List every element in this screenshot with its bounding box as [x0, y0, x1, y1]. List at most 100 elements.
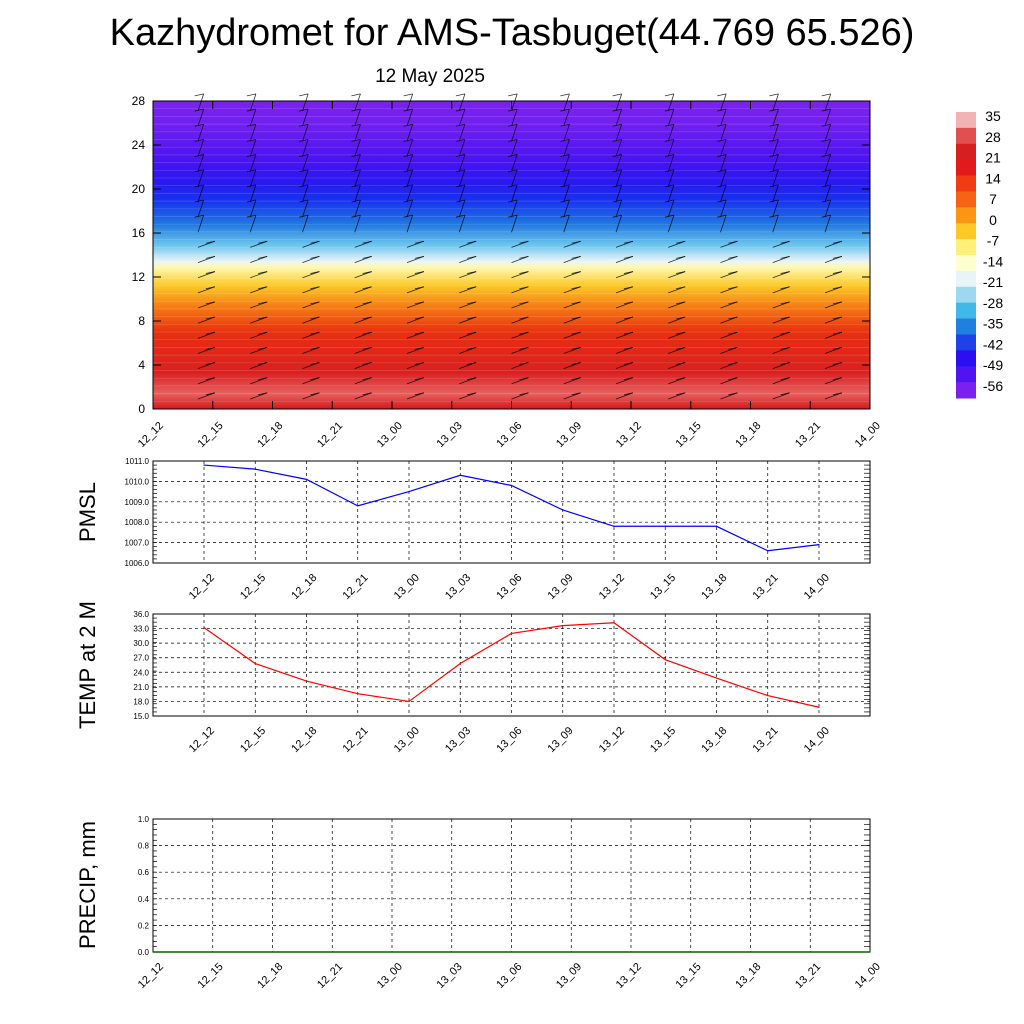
wind-barb-flag — [623, 271, 633, 274]
wind-barb-flag — [612, 123, 622, 127]
wind-barb-flag — [362, 286, 372, 290]
wind-barb-flag — [664, 108, 675, 112]
wind-barb-flag — [403, 169, 413, 173]
wind-barb-flag — [571, 392, 581, 396]
wind-barb-flag — [780, 392, 790, 396]
wind-barb-flag — [664, 139, 675, 142]
wind-barb-flag — [780, 331, 790, 335]
wind-barb-flag — [728, 316, 738, 320]
wind-barb — [824, 139, 832, 157]
wind-barb — [667, 184, 675, 203]
wind-barb-flag — [205, 271, 215, 274]
series-point — [613, 525, 615, 527]
wind-barb-flag — [414, 346, 424, 350]
x-tick-label: 12_18 — [289, 572, 319, 602]
wind-barb-flag — [258, 301, 268, 305]
wind-barb-flag — [519, 316, 529, 320]
wind-barb — [354, 154, 361, 172]
wind-barb-flag — [676, 362, 686, 365]
wind-barb — [615, 199, 623, 218]
wind-barb-flag — [351, 154, 361, 157]
series-point — [254, 662, 256, 665]
wind-barb-flag — [519, 377, 529, 381]
wind-barb — [302, 108, 309, 127]
wind-barb — [772, 169, 779, 187]
wind-barb-flag — [780, 271, 790, 274]
wind-barb-flag — [258, 316, 268, 320]
wind-barb-flag — [769, 184, 779, 188]
wind-barb-flag — [351, 93, 361, 97]
wind-barb-flag — [403, 123, 413, 127]
wind-barb-flag — [676, 392, 686, 396]
wind-barb — [197, 139, 205, 157]
series-point — [357, 693, 359, 695]
wind-barb-flag — [571, 377, 581, 381]
wind-barb-flag — [571, 331, 581, 335]
wind-barb — [458, 199, 466, 218]
wind-barb-flag — [612, 139, 622, 142]
wind-barb-flag — [623, 256, 633, 259]
wind-barb-flag — [414, 271, 424, 274]
wind-barb-flag — [351, 169, 361, 173]
y-axis-label: PMSL — [75, 482, 100, 542]
series-point — [510, 632, 513, 635]
wind-barb — [720, 154, 727, 172]
series-point — [562, 625, 564, 627]
wind-barb-flag — [205, 316, 215, 320]
wind-barb-flag — [780, 256, 790, 259]
wind-barb-flag — [780, 301, 790, 305]
wind-barb — [615, 215, 623, 233]
wind-barb — [824, 184, 832, 203]
wind-barb — [458, 139, 466, 157]
series-point — [391, 951, 393, 953]
wind-barb — [197, 215, 205, 233]
wind-barb — [615, 124, 623, 142]
wind-barb-flag — [676, 240, 686, 244]
wind-barb-flag — [205, 362, 215, 365]
wind-barb — [249, 124, 257, 142]
wind-barb — [249, 199, 257, 218]
y-tick-label: 30.0 — [133, 639, 149, 648]
wind-barb-flag — [299, 93, 309, 97]
series-point — [767, 550, 769, 552]
wind-barb-flag — [728, 286, 738, 290]
wind-barb — [667, 124, 675, 142]
y-tick-label: 0.8 — [138, 842, 150, 851]
wind-barb-flag — [310, 240, 320, 244]
heatmap-y-tick-label: 24 — [132, 138, 146, 152]
wind-barb-flag — [676, 256, 686, 259]
wind-barb-flag — [769, 108, 779, 112]
wind-barb-flag — [299, 214, 309, 218]
wind-barb-flag — [676, 377, 686, 381]
series-point — [203, 464, 205, 466]
wind-barb-flag — [205, 377, 215, 381]
wind-barb-flag — [205, 256, 215, 259]
series-point — [305, 680, 308, 682]
series-point — [305, 478, 308, 480]
colorbar-swatch — [956, 159, 976, 177]
heatmap-x-tick-label: 14_00 — [853, 420, 883, 450]
wind-barb-flag — [246, 123, 257, 127]
wind-barb-flag — [571, 346, 581, 350]
y-tick-label: 27.0 — [133, 654, 149, 663]
wind-barb — [772, 124, 779, 142]
wind-barb-flag — [623, 301, 633, 305]
wind-barb — [249, 108, 257, 127]
wind-barb-flag — [728, 362, 738, 365]
colorbar-label: -42 — [983, 336, 1003, 352]
series-point — [254, 468, 256, 470]
wind-barb-flag — [403, 108, 413, 112]
wind-barb-flag — [717, 199, 727, 203]
wind-barb — [720, 215, 727, 233]
wind-barb-flag — [519, 271, 529, 274]
wind-barb-flag — [362, 392, 372, 396]
wind-barb-flag — [571, 271, 581, 274]
wind-barb-flag — [414, 392, 424, 396]
wind-barb-flag — [508, 214, 518, 218]
colorbar-swatch — [956, 112, 976, 129]
wind-barb-flag — [414, 240, 424, 244]
wind-barb-flag — [623, 331, 633, 335]
wind-barb-flag — [362, 301, 372, 305]
x-tick-label: 13_09 — [546, 572, 576, 602]
y-tick-label: 0.6 — [138, 868, 150, 877]
